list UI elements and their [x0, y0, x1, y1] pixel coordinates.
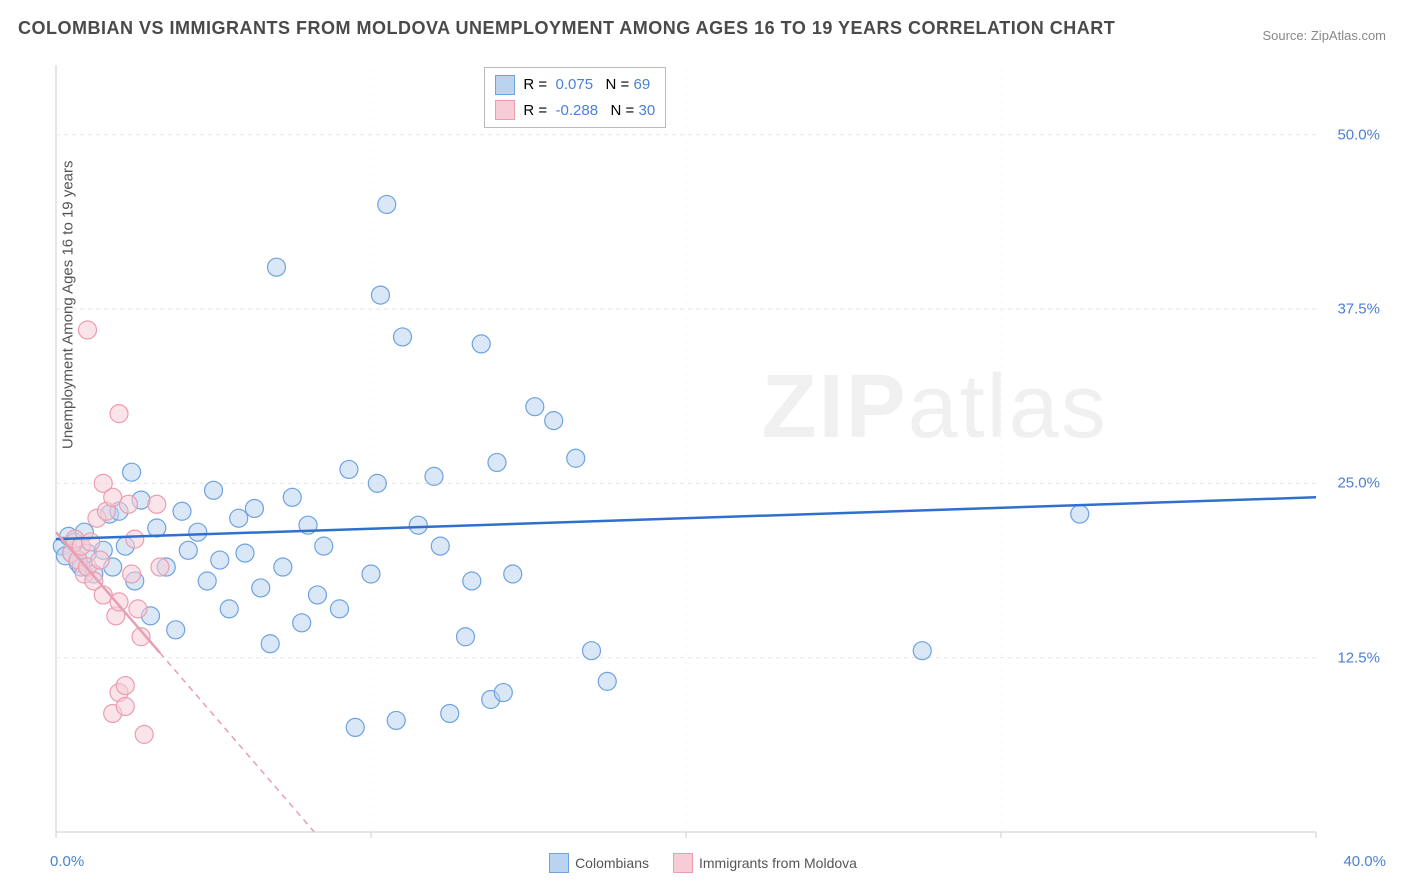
y-tick-label: 37.5%: [1337, 301, 1380, 318]
legend-swatch: [673, 853, 693, 873]
legend-item-colombians: Colombians: [549, 853, 649, 873]
series-swatch: [495, 100, 515, 120]
y-tick-label: 12.5%: [1337, 649, 1380, 666]
scatter-chart: [50, 55, 1386, 842]
stats-text: R = 0.075 N = 69: [523, 72, 650, 98]
stats-row-colombians: R = 0.075 N = 69: [495, 72, 655, 98]
legend-label: Immigrants from Moldova: [699, 855, 857, 871]
stats-row-moldova: R = -0.288 N = 30: [495, 98, 655, 124]
source-label: Source: ZipAtlas.com: [1262, 28, 1386, 43]
correlation-stats-box: R = 0.075 N = 69 R = -0.288 N = 30: [484, 67, 666, 128]
y-tick-label: 25.0%: [1337, 475, 1380, 492]
legend-label: Colombians: [575, 855, 649, 871]
legend-item-moldova: Immigrants from Moldova: [673, 853, 857, 873]
chart-area: Unemployment Among Ages 16 to 19 years Z…: [50, 55, 1386, 842]
stats-text: R = -0.288 N = 30: [523, 98, 655, 124]
series-swatch: [495, 75, 515, 95]
legend-swatch: [549, 853, 569, 873]
y-axis-label: Unemployment Among Ages 16 to 19 years: [60, 160, 77, 449]
y-tick-label: 50.0%: [1337, 126, 1380, 143]
legend: Colombians Immigrants from Moldova: [0, 853, 1406, 876]
chart-title: COLOMBIAN VS IMMIGRANTS FROM MOLDOVA UNE…: [18, 18, 1115, 39]
